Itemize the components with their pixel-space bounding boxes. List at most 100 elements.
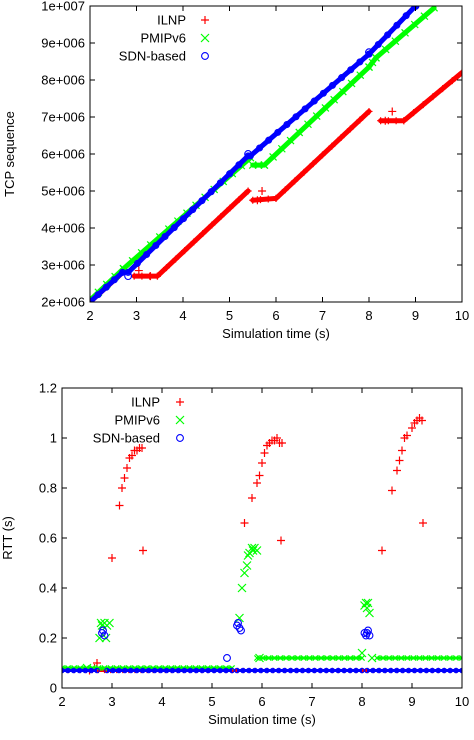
data-point-sdn-based <box>82 667 89 674</box>
data-point-ilnp <box>291 177 299 185</box>
x-tick-label: 9 <box>412 308 419 323</box>
data-point-pmipv6 <box>335 654 342 662</box>
data-point-sdn-based <box>393 667 400 674</box>
rtt-y-axis-label: RTT (s) <box>0 516 15 560</box>
data-point-pmipv6 <box>391 37 400 46</box>
data-point-sdn-based <box>293 667 300 674</box>
data-point-sdn-based <box>435 667 442 674</box>
data-point-ilnp <box>248 494 256 502</box>
data-point-ilnp <box>346 125 354 133</box>
data-point-sdn-based <box>265 136 273 144</box>
legend-marker <box>201 16 209 24</box>
data-point-sdn-based <box>292 113 300 121</box>
data-point-sdn-based <box>305 667 312 674</box>
data-point-sdn-based <box>187 667 194 674</box>
data-point-pmipv6 <box>386 654 393 662</box>
data-point-ilnp <box>139 546 147 555</box>
data-point-pmipv6 <box>434 654 441 662</box>
data-point-sdn-based <box>281 667 288 674</box>
data-point-pmipv6 <box>373 654 381 662</box>
data-point-ilnp <box>388 107 397 116</box>
data-point-ilnp <box>115 501 124 510</box>
data-point-sdn-based <box>234 619 242 627</box>
data-point-sdn-based <box>102 283 110 291</box>
data-point-ilnp <box>120 474 129 482</box>
data-point-sdn-based <box>323 667 330 674</box>
data-point-ilnp <box>448 77 456 85</box>
data-point-sdn-based <box>179 215 188 223</box>
data-point-ilnp <box>418 416 426 425</box>
series-sdn-based <box>62 619 462 674</box>
x-tick-label: 4 <box>179 308 186 323</box>
data-point-sdn-based <box>374 40 382 49</box>
data-point-sdn-based <box>198 197 206 205</box>
data-point-ilnp <box>392 117 400 125</box>
data-point-ilnp <box>388 486 396 495</box>
data-point-pmipv6 <box>306 654 313 662</box>
x-tick-label: 2 <box>86 308 93 323</box>
data-point-sdn-based <box>311 667 318 674</box>
data-point-ilnp <box>190 238 198 246</box>
data-point-sdn-based <box>139 667 146 674</box>
data-point-ilnp <box>235 196 243 204</box>
data-point-pmipv6 <box>288 654 296 662</box>
data-point-sdn-based <box>328 81 337 89</box>
data-point-ilnp <box>181 247 189 255</box>
data-point-sdn-based <box>299 667 306 674</box>
data-point-sdn-based <box>387 667 394 674</box>
data-point-pmipv6 <box>358 654 366 662</box>
data-point-ilnp <box>255 471 264 480</box>
series-trace <box>90 269 126 302</box>
x-tick-label: 6 <box>272 308 279 323</box>
data-point-ilnp <box>162 264 170 272</box>
data-point-ilnp <box>108 554 116 562</box>
tcp-plot-area <box>90 6 462 302</box>
data-point-pmipv6 <box>101 664 108 672</box>
data-point-pmipv6 <box>347 79 356 88</box>
data-point-sdn-based <box>393 21 401 29</box>
data-point-sdn-based <box>370 667 376 674</box>
data-point-sdn-based <box>264 667 270 674</box>
data-point-sdn-based <box>411 667 418 674</box>
tcp-x-axis-label: Simulation time (s) <box>222 326 330 341</box>
data-point-sdn-based <box>235 161 243 169</box>
x-tick-label: 9 <box>408 694 415 709</box>
data-point-pmipv6 <box>271 654 278 662</box>
data-point-sdn-based <box>94 291 102 299</box>
data-point-sdn-based <box>399 667 406 674</box>
x-tick-label: 8 <box>358 694 365 709</box>
data-point-ilnp <box>419 519 427 527</box>
data-point-ilnp <box>281 186 289 194</box>
data-point-pmipv6 <box>247 543 257 553</box>
data-point-ilnp <box>146 272 155 281</box>
data-point-sdn-based <box>170 224 178 232</box>
data-point-sdn-based <box>453 667 459 674</box>
data-point-ilnp <box>378 546 386 555</box>
data-point-pmipv6 <box>338 87 347 96</box>
data-point-sdn-based <box>347 667 353 674</box>
data-point-ilnp <box>309 160 317 168</box>
data-point-ilnp <box>128 451 136 460</box>
data-point-pmipv6 <box>105 618 114 628</box>
data-point-ilnp <box>138 272 146 280</box>
data-point-sdn-based <box>217 667 223 674</box>
data-point-pmipv6 <box>458 654 462 662</box>
data-point-pmipv6 <box>260 161 269 170</box>
data-point-sdn-based <box>189 206 197 214</box>
data-point-pmipv6 <box>330 95 339 104</box>
data-point-ilnp <box>264 195 272 203</box>
series-trace <box>247 6 418 159</box>
y-tick-label: 1.2 <box>39 381 57 396</box>
data-point-sdn-based <box>335 667 341 674</box>
data-point-sdn-based <box>244 150 253 158</box>
data-point-ilnp <box>328 142 336 150</box>
y-tick-label: 0.8 <box>39 481 57 496</box>
data-point-sdn-based <box>317 667 324 674</box>
data-point-sdn-based <box>384 31 392 39</box>
data-point-sdn-based <box>240 667 246 674</box>
data-point-sdn-based <box>70 667 77 674</box>
series-sdn-based <box>90 6 420 302</box>
data-point-sdn-based <box>223 667 229 674</box>
rtt-axes: 2 3 4 5 6 7 8 9 10 0 0.2 0.4 0.6 0.8 1 1.2 <box>39 381 469 710</box>
data-point-sdn-based <box>124 272 133 281</box>
